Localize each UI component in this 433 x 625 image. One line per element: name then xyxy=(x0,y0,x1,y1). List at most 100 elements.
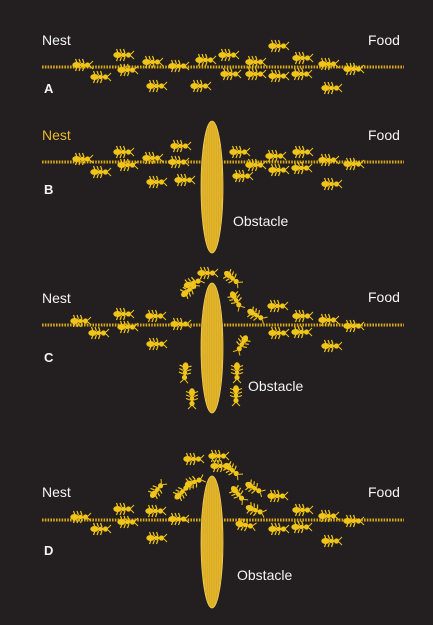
panel-a-ant-6-antenna xyxy=(185,66,190,71)
panel-c-ant-24-leg xyxy=(352,327,356,333)
panel-b-ant-14-head xyxy=(304,149,311,155)
panel-c-ant-14-leg xyxy=(253,317,258,321)
panel-a-ant-16-thorax xyxy=(298,71,305,77)
panel-d-ant-22-leg xyxy=(324,509,328,515)
panel-a-ant-6-thorax xyxy=(175,63,182,69)
panel-d-ant-1-leg xyxy=(96,522,100,528)
panel-d-ant-4-leg xyxy=(151,512,155,518)
panel-c-ant-22-leg xyxy=(327,321,331,327)
panel-a-ant-16-head xyxy=(303,71,310,77)
panel-a-ant-16-abdomen xyxy=(291,71,300,77)
panel-c-ant-1-head xyxy=(100,330,107,336)
panel-c-ant-21-head xyxy=(303,329,310,335)
panel-d-ant-5-leg xyxy=(155,539,159,545)
panel-c-ant-20-leg xyxy=(298,317,302,323)
panel-d-ant-11-abdomen xyxy=(208,453,217,459)
panel-a-ant-15-leg xyxy=(301,59,305,65)
panel-a-ant-14-leg xyxy=(277,69,281,75)
panel-b-ant-0-leg xyxy=(81,152,85,158)
panel-d-ant-24-thorax xyxy=(350,518,357,524)
panel-c-ant-17-leg xyxy=(229,394,235,398)
panel-d-ant-15-leg xyxy=(251,490,256,494)
panel-d-ant-14-leg xyxy=(233,496,238,499)
panel-c-ant-2-abdomen xyxy=(113,311,122,317)
panel-a-ant-0-head xyxy=(84,62,91,68)
panel-b-ant-12-leg xyxy=(274,149,278,155)
panel-d-ant-15-leg xyxy=(256,482,259,488)
panel-c-ant-22-abdomen xyxy=(318,317,327,323)
panel-b-ant-18-leg xyxy=(352,157,356,163)
panel-b-ant-4-head xyxy=(154,155,161,161)
panel-a-ant-12-leg xyxy=(254,67,258,73)
panel-a-ant-14-thorax xyxy=(275,73,282,79)
panel-c-ant-14-leg xyxy=(258,309,261,315)
panel-d-ant-5-leg xyxy=(152,539,156,545)
panel-d-ant-22-leg xyxy=(327,517,331,523)
panel-c-ant-15-leg xyxy=(236,341,240,346)
panel-a-ant-2 xyxy=(113,48,135,62)
panel-a-ant-9-antenna xyxy=(235,50,240,55)
panel-b-ant-18-thorax xyxy=(350,161,357,167)
panel-d-ant-3-head xyxy=(129,519,136,525)
panel-b-ant-16 xyxy=(318,153,340,167)
panel-d-ant-16 xyxy=(245,502,267,518)
panel-a-ant-1-head xyxy=(102,74,109,80)
panel-b-ant-4-leg xyxy=(151,159,155,165)
panel-c-ant-11-thorax xyxy=(204,270,211,276)
panel-d-ant-6-antenna xyxy=(185,519,190,524)
panel-c-ant-24-antenna xyxy=(360,321,365,326)
panel-c-ant-23-leg xyxy=(327,347,331,353)
panel-b-ant-2-abdomen xyxy=(113,149,122,155)
panel-c-ant-7-head xyxy=(181,374,188,381)
panel-a-ant-17-antenna xyxy=(335,64,340,69)
panel-d-ant-7-antenna xyxy=(162,483,168,486)
panel-c-ant-17 xyxy=(229,385,243,407)
panel-c-ant-6-head xyxy=(182,321,189,327)
panel-c-ant-1-leg xyxy=(94,334,98,340)
panel-b-ant-2-antenna xyxy=(130,152,135,157)
panel-b-ant-11-antenna xyxy=(262,165,267,170)
panel-a-ant-7-abdomen xyxy=(190,83,199,89)
panel-a-ant-1-antenna xyxy=(107,77,112,82)
panel-d-ant-6-thorax xyxy=(175,516,182,522)
panel-c-ant-13-thorax xyxy=(233,297,239,304)
panel-d-ant-21-leg xyxy=(297,520,301,526)
panel-b-ant-6-antenna xyxy=(185,162,190,167)
panel-a-ant-15 xyxy=(292,51,314,65)
panel-c-ant-2-antenna xyxy=(130,314,135,319)
panel-c-ant-19-thorax xyxy=(275,330,282,336)
panel-c-ant-1 xyxy=(88,326,110,340)
panel-d-ant-18-leg xyxy=(276,497,280,503)
panel-b-ant-7-thorax xyxy=(181,177,188,183)
panel-a-ant-18-head xyxy=(333,85,340,91)
panel-d-ant-22-abdomen xyxy=(318,513,327,519)
panel-d-ant-17 xyxy=(235,517,257,532)
panel-c-ant-0-leg xyxy=(79,314,83,320)
panel-d-ant-24-leg xyxy=(349,522,353,528)
panel-c-ant-20-leg xyxy=(301,317,305,323)
panel-b-ant-15-thorax xyxy=(298,165,305,171)
panel-d-ant-24-head xyxy=(355,518,362,524)
panel-c-ant-15-abdomen xyxy=(241,335,249,344)
panel-b-ant-9 xyxy=(229,145,251,159)
panel-d-ant-20-head xyxy=(304,507,311,513)
panel-d-ant-20-thorax xyxy=(299,507,306,513)
panel-a-ant-15-antenna xyxy=(309,53,314,58)
panel-a-ant-7-antenna xyxy=(207,86,212,91)
panel-a-ant-11-head xyxy=(257,59,264,65)
panel-a-ant-10-leg xyxy=(226,67,230,73)
panel-c-ant-3-leg xyxy=(126,320,130,326)
panel-a-ant-5-leg xyxy=(152,87,156,93)
panel-b-ant-5 xyxy=(146,175,168,189)
panel-d-ant-24 xyxy=(343,514,365,528)
panel-d-ant-2-antenna xyxy=(130,504,135,509)
panel-d-ant-15-thorax xyxy=(251,485,258,491)
panel-a-ant-15-abdomen xyxy=(292,55,301,61)
panel-d-ant-4-head xyxy=(157,508,164,514)
panel-d-ant-5-antenna xyxy=(163,533,168,538)
panel-a-ant-5-leg xyxy=(155,79,159,85)
panel-b-ant-12-antenna xyxy=(282,151,287,156)
panel-d-ant-14-head xyxy=(238,495,245,501)
panel-d-ant-17-leg xyxy=(245,519,248,524)
panel-b-ant-16-leg xyxy=(327,153,331,159)
